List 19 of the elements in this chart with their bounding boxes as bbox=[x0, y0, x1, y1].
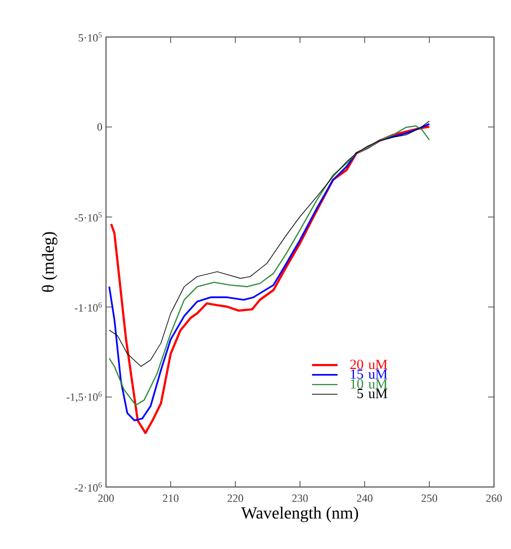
x-tick-label: 200 bbox=[98, 494, 114, 502]
y-tick-label: -1·10$^{6}$ bbox=[74, 302, 102, 312]
x-tick-label: 250 bbox=[422, 494, 438, 502]
y-axis-title: θ (mdeg) bbox=[42, 232, 58, 292]
legend-label: 10 uM bbox=[350, 379, 388, 389]
x-tick-label: 220 bbox=[228, 494, 244, 502]
x-tick-label: 230 bbox=[292, 494, 308, 502]
x-tick-label: 240 bbox=[356, 494, 372, 502]
y-tick-label: -1,5·10$^{6}$ bbox=[66, 392, 102, 402]
y-tick-label: -2·10$^{6}$ bbox=[74, 482, 102, 492]
y-tick-label: 5·10$^{5}$ bbox=[78, 32, 102, 42]
y-tick-label: -5·10$^{5}$ bbox=[74, 212, 102, 222]
x-tick-label: 260 bbox=[486, 494, 502, 502]
x-tick-label: 210 bbox=[162, 494, 178, 502]
legend-label: 15 uM bbox=[350, 369, 388, 379]
y-tick-label: 0 bbox=[97, 123, 102, 131]
legend-label: 20 uM bbox=[350, 360, 388, 370]
x-axis-title: Wavelength (nm) bbox=[241, 506, 358, 522]
legend-label: 5 uM bbox=[357, 388, 388, 398]
